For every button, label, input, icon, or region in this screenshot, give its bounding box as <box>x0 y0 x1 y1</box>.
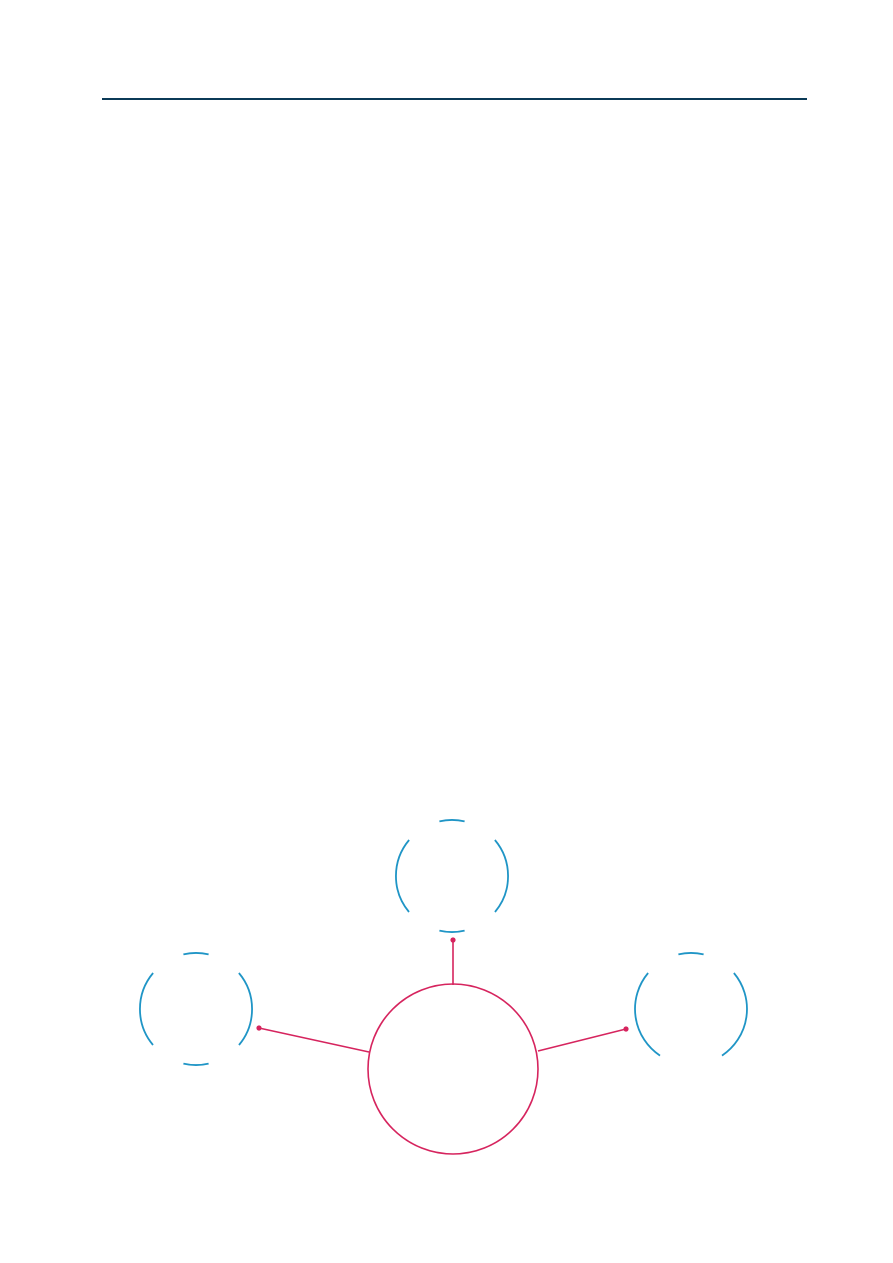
connector-right-dot <box>623 1026 629 1032</box>
satellite-top-ring <box>395 819 509 933</box>
satellite-left-ring <box>139 952 253 1066</box>
connector-right <box>537 1026 629 1052</box>
connector-top <box>450 937 456 985</box>
satellite-right-ring <box>634 952 748 1057</box>
header-rule <box>102 98 807 100</box>
connector-left <box>256 1025 370 1053</box>
connector-left-dot <box>256 1025 262 1031</box>
hub-circle <box>367 983 539 1155</box>
connector-top-dot <box>450 937 456 943</box>
